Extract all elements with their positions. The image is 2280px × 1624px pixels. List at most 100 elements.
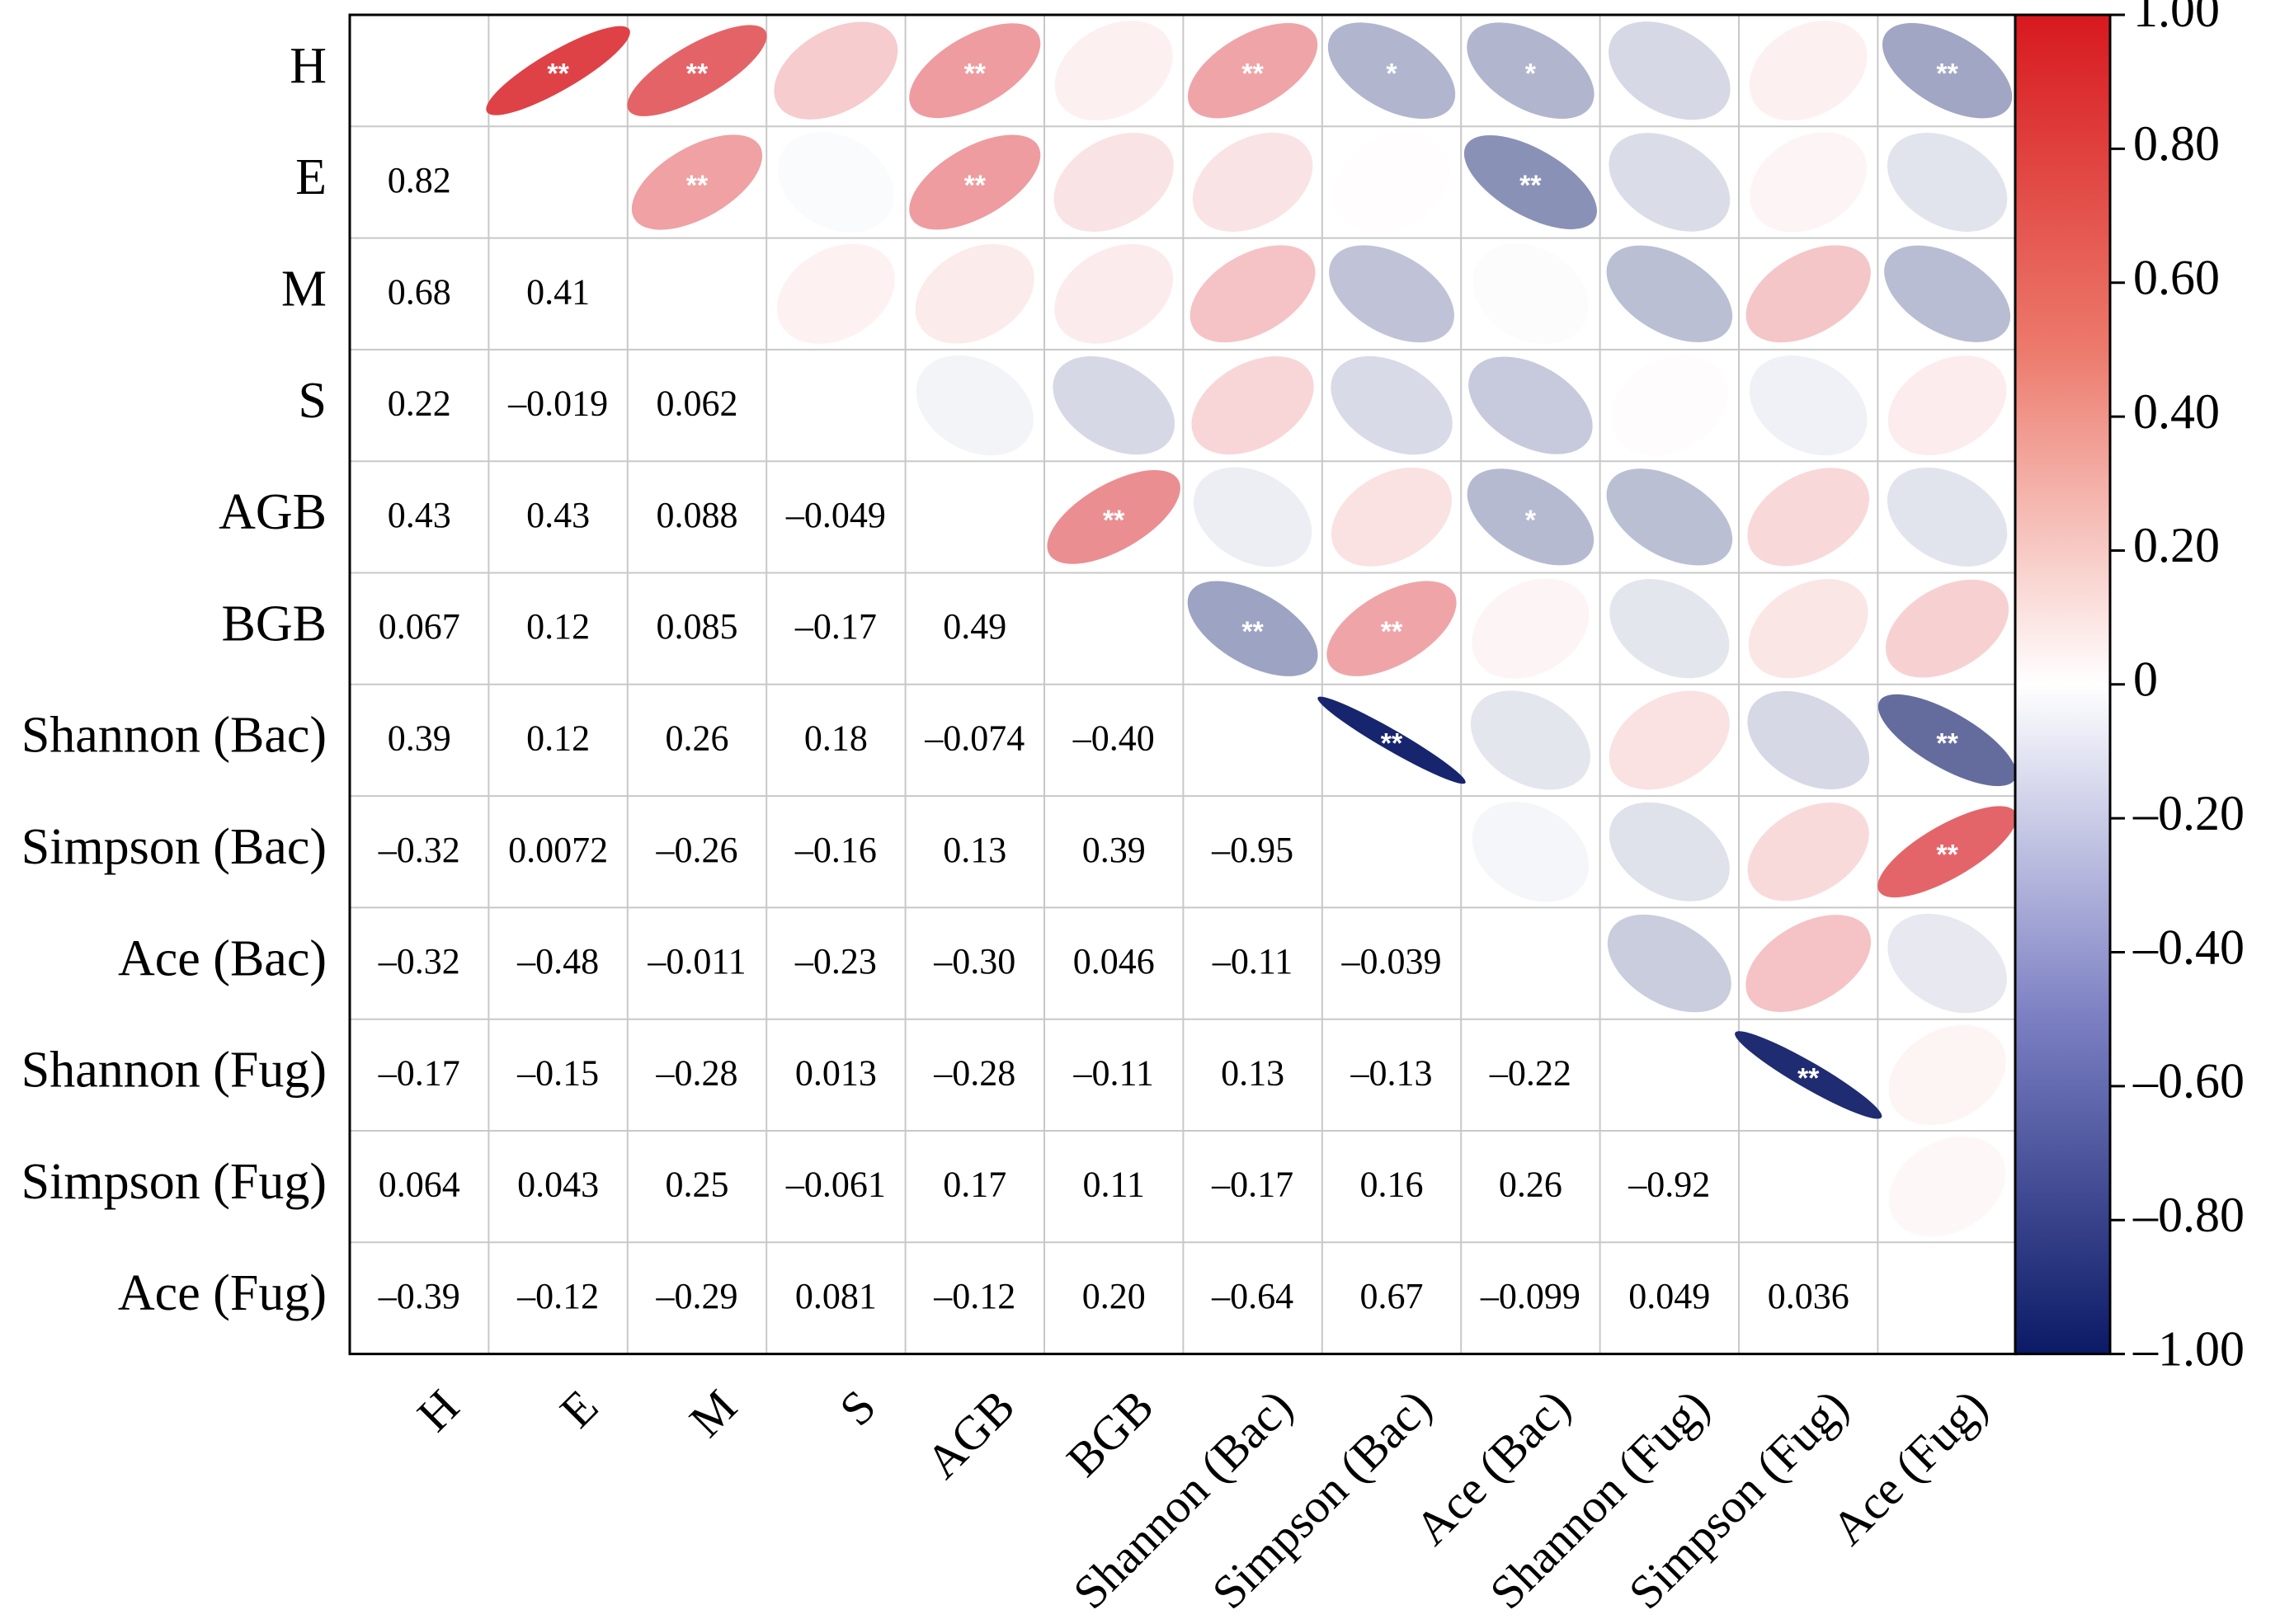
correlation-ellipse (1467, 22, 1595, 120)
correlation-ellipse (1608, 21, 1731, 120)
column-label: M (679, 1379, 747, 1447)
row-label: E (295, 149, 327, 205)
correlation-ellipse (1735, 1031, 1882, 1119)
correlation-ellipse (1609, 579, 1730, 679)
coefficient-label: 0.043 (517, 1165, 599, 1205)
row-label: S (299, 373, 327, 429)
correlation-ellipse (1745, 245, 1871, 343)
correlation-ellipse (1748, 579, 1868, 679)
coefficient-label: 0.049 (1628, 1276, 1710, 1316)
correlation-ellipse (1887, 355, 2007, 455)
correlation-ellipse (1054, 21, 1173, 121)
coefficient-label: –0.23 (794, 941, 877, 981)
coefficient-label: 0.13 (943, 830, 1006, 870)
significance-label: ** (1936, 840, 1958, 871)
correlation-ellipse (1472, 802, 1590, 902)
row-label: H (290, 38, 327, 94)
significance-label: ** (686, 59, 709, 90)
coefficient-label: –0.011 (647, 941, 746, 981)
row-label: Simpson (Bac) (21, 819, 327, 875)
correlation-ellipse (1747, 690, 1870, 790)
colorbar-tick-label: –0.60 (2132, 1054, 2245, 1109)
colorbar-tick-label: 0 (2133, 652, 2158, 707)
coefficient-label: –0.40 (1072, 718, 1155, 759)
correlation-ellipse (1609, 802, 1730, 901)
coefficient-label: 0.26 (666, 718, 729, 759)
correlation-ellipse (1331, 467, 1452, 567)
coefficient-label: 0.067 (379, 606, 460, 647)
correlation-ellipse (1053, 132, 1174, 232)
colorbar-tick-label: 0.60 (2133, 250, 2220, 304)
colorbar-tick-label: –0.40 (2132, 920, 2245, 974)
coefficient-label: 0.036 (1768, 1276, 1849, 1316)
correlation-ellipse (1882, 22, 2013, 119)
coefficient-label: –0.28 (933, 1052, 1015, 1093)
colorbar-tick-label: 0.40 (2133, 384, 2220, 439)
coefficient-label: 0.12 (526, 718, 590, 759)
coefficient-label: –0.32 (378, 941, 460, 981)
significance-label: ** (1936, 59, 1958, 90)
coefficient-label: 0.0072 (508, 830, 608, 870)
colorbar-tick-label: –0.20 (2132, 786, 2245, 840)
significance-label: ** (964, 59, 987, 90)
coefficient-label: 0.088 (657, 495, 738, 535)
coefficient-label: 0.12 (526, 606, 590, 647)
coefficient-label: –0.17 (794, 606, 877, 647)
row-label: Shannon (Fug) (21, 1043, 327, 1099)
correlation-ellipse (1749, 21, 1868, 121)
coefficient-label: –0.30 (933, 941, 1015, 981)
colorbar-tick-label: 0.20 (2133, 518, 2220, 572)
correlation-ellipse (1745, 915, 1872, 1012)
coefficient-label: 0.25 (666, 1165, 729, 1205)
correlation-ellipse (1470, 690, 1590, 790)
correlation-ellipse (1749, 355, 1868, 456)
correlation-ellipse (1463, 134, 1597, 229)
coefficient-label: 0.49 (943, 606, 1006, 647)
significance-label: ** (1936, 727, 1958, 759)
correlation-ellipse (1472, 578, 1590, 679)
coefficient-label: 0.11 (1083, 1165, 1145, 1205)
coefficient-label: 0.081 (795, 1276, 877, 1316)
colorbar-tick-label: 0.80 (2133, 116, 2220, 171)
colorbar-tick-label: 1.00 (2133, 0, 2220, 37)
colorbar-gradient (2014, 13, 2112, 1356)
correlation-ellipse (916, 355, 1034, 456)
row-label: BGB (222, 595, 327, 652)
coefficient-label: –0.099 (1480, 1276, 1580, 1316)
coefficient-label: –0.039 (1341, 941, 1442, 981)
row-label: AGB (219, 484, 327, 540)
row-label: Shannon (Bac) (21, 708, 327, 764)
matrix-cells: ** ** ** ** * * **0.82 ** ** **0.68 0.410.22 –0.019… (378, 21, 2017, 1316)
coefficient-label: –0.049 (785, 495, 886, 535)
correlation-ellipse (1877, 694, 2017, 787)
coefficient-label: 0.16 (1360, 1165, 1424, 1205)
colorbar: 1.00 0.80 0.60 0.40 0.20 0 –0.20 –0.40 –0.60 –0.8… (2014, 0, 2245, 1376)
significance-label: * (1386, 59, 1397, 90)
correlation-ellipse (1887, 467, 2008, 567)
coefficient-label: 0.18 (804, 718, 868, 759)
correlation-ellipse (1472, 243, 1589, 345)
coefficient-label: –0.15 (516, 1052, 599, 1093)
correlation-ellipse (1747, 803, 1869, 901)
correlation-ellipse (1886, 579, 2009, 678)
coefficient-label: –0.061 (785, 1165, 886, 1205)
correlation-ellipse (1187, 581, 1318, 676)
coefficient-label: –0.019 (507, 384, 608, 424)
correlation-ellipse (1467, 468, 1595, 566)
coefficient-label: 0.67 (1360, 1276, 1424, 1316)
coefficient-label: –0.17 (1211, 1165, 1293, 1205)
correlation-ellipse (1887, 913, 2007, 1014)
coefficient-label: –0.12 (516, 1276, 599, 1316)
correlation-ellipse (1329, 245, 1454, 343)
coefficient-label: –0.11 (1212, 941, 1293, 981)
coefficient-label: 0.68 (388, 271, 451, 312)
correlation-ellipse (1331, 355, 1453, 455)
coefficient-label: –0.22 (1489, 1052, 1571, 1093)
column-label: BGB (1057, 1379, 1164, 1486)
coefficient-label: 0.39 (388, 718, 451, 759)
significance-label: ** (964, 170, 987, 201)
correlation-ellipse (1877, 806, 2017, 898)
coefficient-label: 0.43 (526, 495, 590, 535)
coefficient-label: –0.12 (933, 1276, 1015, 1316)
